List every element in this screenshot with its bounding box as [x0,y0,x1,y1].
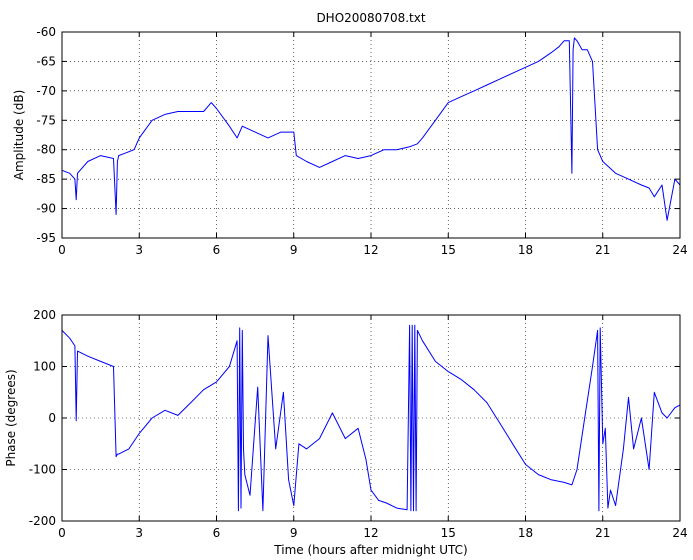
amplitude-x-tick-label: 9 [290,243,298,257]
phase-y-axis-label: Phase (degrees) [4,369,18,466]
amplitude-x-tick-label: 0 [58,243,66,257]
phase-x-tick-label: 24 [672,526,687,540]
amplitude-y-tick-label: -60 [36,25,56,39]
phase-series-line [61,324,681,512]
phase-y-tick-label: 100 [33,360,56,374]
amplitude-grid [62,32,680,238]
phase-grid [62,315,680,521]
amplitude-x-tick-label: 3 [135,243,143,257]
amplitude-plot-area [62,32,680,238]
amplitude-x-tick-label: 24 [672,243,687,257]
phase-y-ticks: -200 -100 0 100 200 [29,308,680,528]
phase-x-tick-label: 21 [595,526,610,540]
amplitude-y-axis-label: Amplitude (dB) [12,90,26,181]
phase-x-axis-label: Time (hours after midnight UTC) [273,543,467,557]
amplitude-x-ticks: 0 3 6 9 12 15 18 21 24 [58,32,688,257]
phase-x-tick-label: 15 [441,526,456,540]
phase-y-tick-label: 200 [33,308,56,322]
amplitude-y-tick-label: -70 [36,84,56,98]
amplitude-y-ticks: -95 -90 -85 -80 -75 -70 -65 -60 [36,25,680,245]
phase-y-tick-label: -200 [29,514,56,528]
phase-x-tick-label: 6 [213,526,221,540]
amplitude-y-tick-label: -85 [36,172,56,186]
phase-x-tick-label: 0 [58,526,66,540]
phase-x-tick-label: 12 [363,526,378,540]
amplitude-y-tick-label: -65 [36,54,56,68]
phase-x-tick-label: 3 [135,526,143,540]
phase-x-ticks: 0 3 6 9 12 15 18 21 24 [58,315,688,540]
amplitude-x-tick-label: 18 [518,243,533,257]
phase-series [61,324,681,512]
phase-axes: 0 3 6 9 12 15 18 21 24 -200 -100 0 100 200 Time (hou… [4,308,688,557]
amplitude-axes: 0 3 6 9 12 15 18 21 24 -95-90-85-80-75-70-65-60 … [12,11,688,257]
amplitude-x-tick-label: 15 [441,243,456,257]
phase-y-tick-label: 0 [48,411,56,425]
amplitude-series [61,37,681,221]
phase-y-tick-label: -100 [29,463,56,477]
amplitude-y-tick-label: -80 [36,143,56,157]
amplitude-series-line [61,37,681,221]
amplitude-x-tick-label: 12 [363,243,378,257]
amplitude-x-tick-label: 6 [213,243,221,257]
amplitude-x-tick-label: 21 [595,243,610,257]
phase-x-tick-label: 9 [290,526,298,540]
amplitude-y-tick-label: -75 [36,113,56,127]
phase-x-tick-label: 18 [518,526,533,540]
amplitude-y-tick-label: -90 [36,202,56,216]
amplitude-y-tick-label: -95 [36,231,56,245]
amplitude-chart-title: DHO20080708.txt [316,11,425,25]
